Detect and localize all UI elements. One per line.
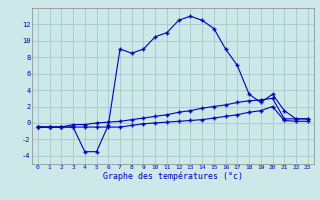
X-axis label: Graphe des températures (°c): Graphe des températures (°c) xyxy=(103,172,243,181)
